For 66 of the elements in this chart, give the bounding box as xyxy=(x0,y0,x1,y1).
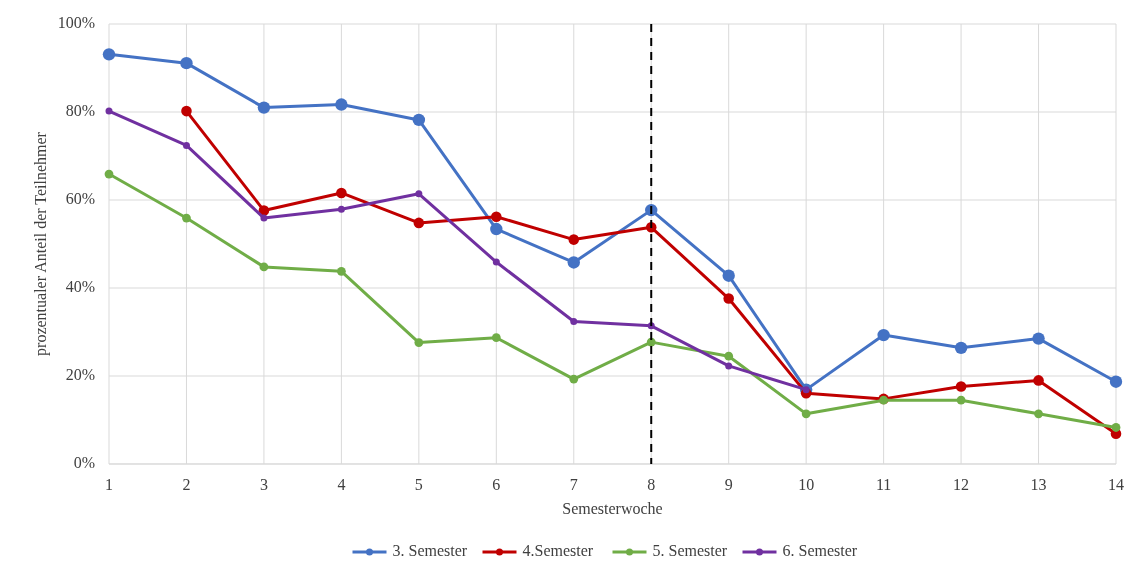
point xyxy=(1033,375,1044,386)
point xyxy=(491,211,502,223)
point xyxy=(801,409,811,419)
x-tick-label: 7 xyxy=(569,476,578,493)
y-tick-label: 100% xyxy=(57,13,95,31)
point xyxy=(336,187,347,199)
point xyxy=(491,333,501,343)
point xyxy=(570,317,578,325)
point xyxy=(336,266,346,276)
legend-label: 6. Semester xyxy=(782,541,858,559)
y-tick-label: 20% xyxy=(65,365,95,383)
legend-label: 5. Semester xyxy=(652,541,728,559)
point xyxy=(412,113,426,127)
x-tick-label: 14 xyxy=(1108,476,1124,493)
point xyxy=(725,362,733,370)
point xyxy=(490,222,503,236)
point xyxy=(1111,423,1121,432)
x-tick-label: 5 xyxy=(414,476,423,493)
y-tick-label: 40% xyxy=(65,277,95,295)
point xyxy=(1034,409,1043,419)
x-tick-label: 11 xyxy=(875,476,892,493)
legend-label: 4.Semester xyxy=(522,541,594,559)
y-axis-title: prozentualer Anteil der Teilnehmer xyxy=(32,131,50,356)
point xyxy=(723,293,734,304)
x-tick-label: 8 xyxy=(647,476,656,493)
point xyxy=(492,258,500,266)
point xyxy=(337,205,345,213)
point xyxy=(335,98,348,111)
x-tick-label: 6 xyxy=(492,476,501,493)
point xyxy=(415,190,423,198)
point xyxy=(955,381,967,392)
point xyxy=(567,256,580,269)
point xyxy=(877,328,890,342)
point xyxy=(413,217,425,229)
point xyxy=(257,101,271,114)
point xyxy=(181,105,192,117)
x-axis-title: Semesterwoche xyxy=(562,500,663,517)
point xyxy=(182,213,191,223)
x-tick-label: 13 xyxy=(1030,476,1047,493)
point xyxy=(568,234,580,245)
point xyxy=(956,395,966,405)
point xyxy=(104,169,114,179)
y-tick-label: 80% xyxy=(65,101,95,119)
point xyxy=(954,341,968,355)
point xyxy=(724,351,734,361)
y-tick-label: 0% xyxy=(73,453,95,471)
x-tick-label: 12 xyxy=(953,476,970,493)
x-tick-label: 2 xyxy=(182,476,191,493)
point xyxy=(414,338,424,347)
x-tick-label: 4 xyxy=(337,476,346,493)
x-tick-label: 10 xyxy=(798,476,815,493)
point xyxy=(722,269,735,282)
x-tick-label: 9 xyxy=(724,476,733,493)
point xyxy=(182,141,190,149)
point xyxy=(1032,332,1045,345)
point xyxy=(259,262,269,272)
y-tick-label: 60% xyxy=(65,189,95,207)
point xyxy=(180,56,193,70)
legend-label: 3. Semester xyxy=(392,541,468,559)
x-tick-label: 3 xyxy=(259,476,268,493)
x-tick-label: 1 xyxy=(105,476,113,493)
point xyxy=(260,214,268,222)
point xyxy=(1109,375,1123,388)
point xyxy=(102,48,116,61)
point xyxy=(105,107,113,115)
point xyxy=(569,374,579,384)
